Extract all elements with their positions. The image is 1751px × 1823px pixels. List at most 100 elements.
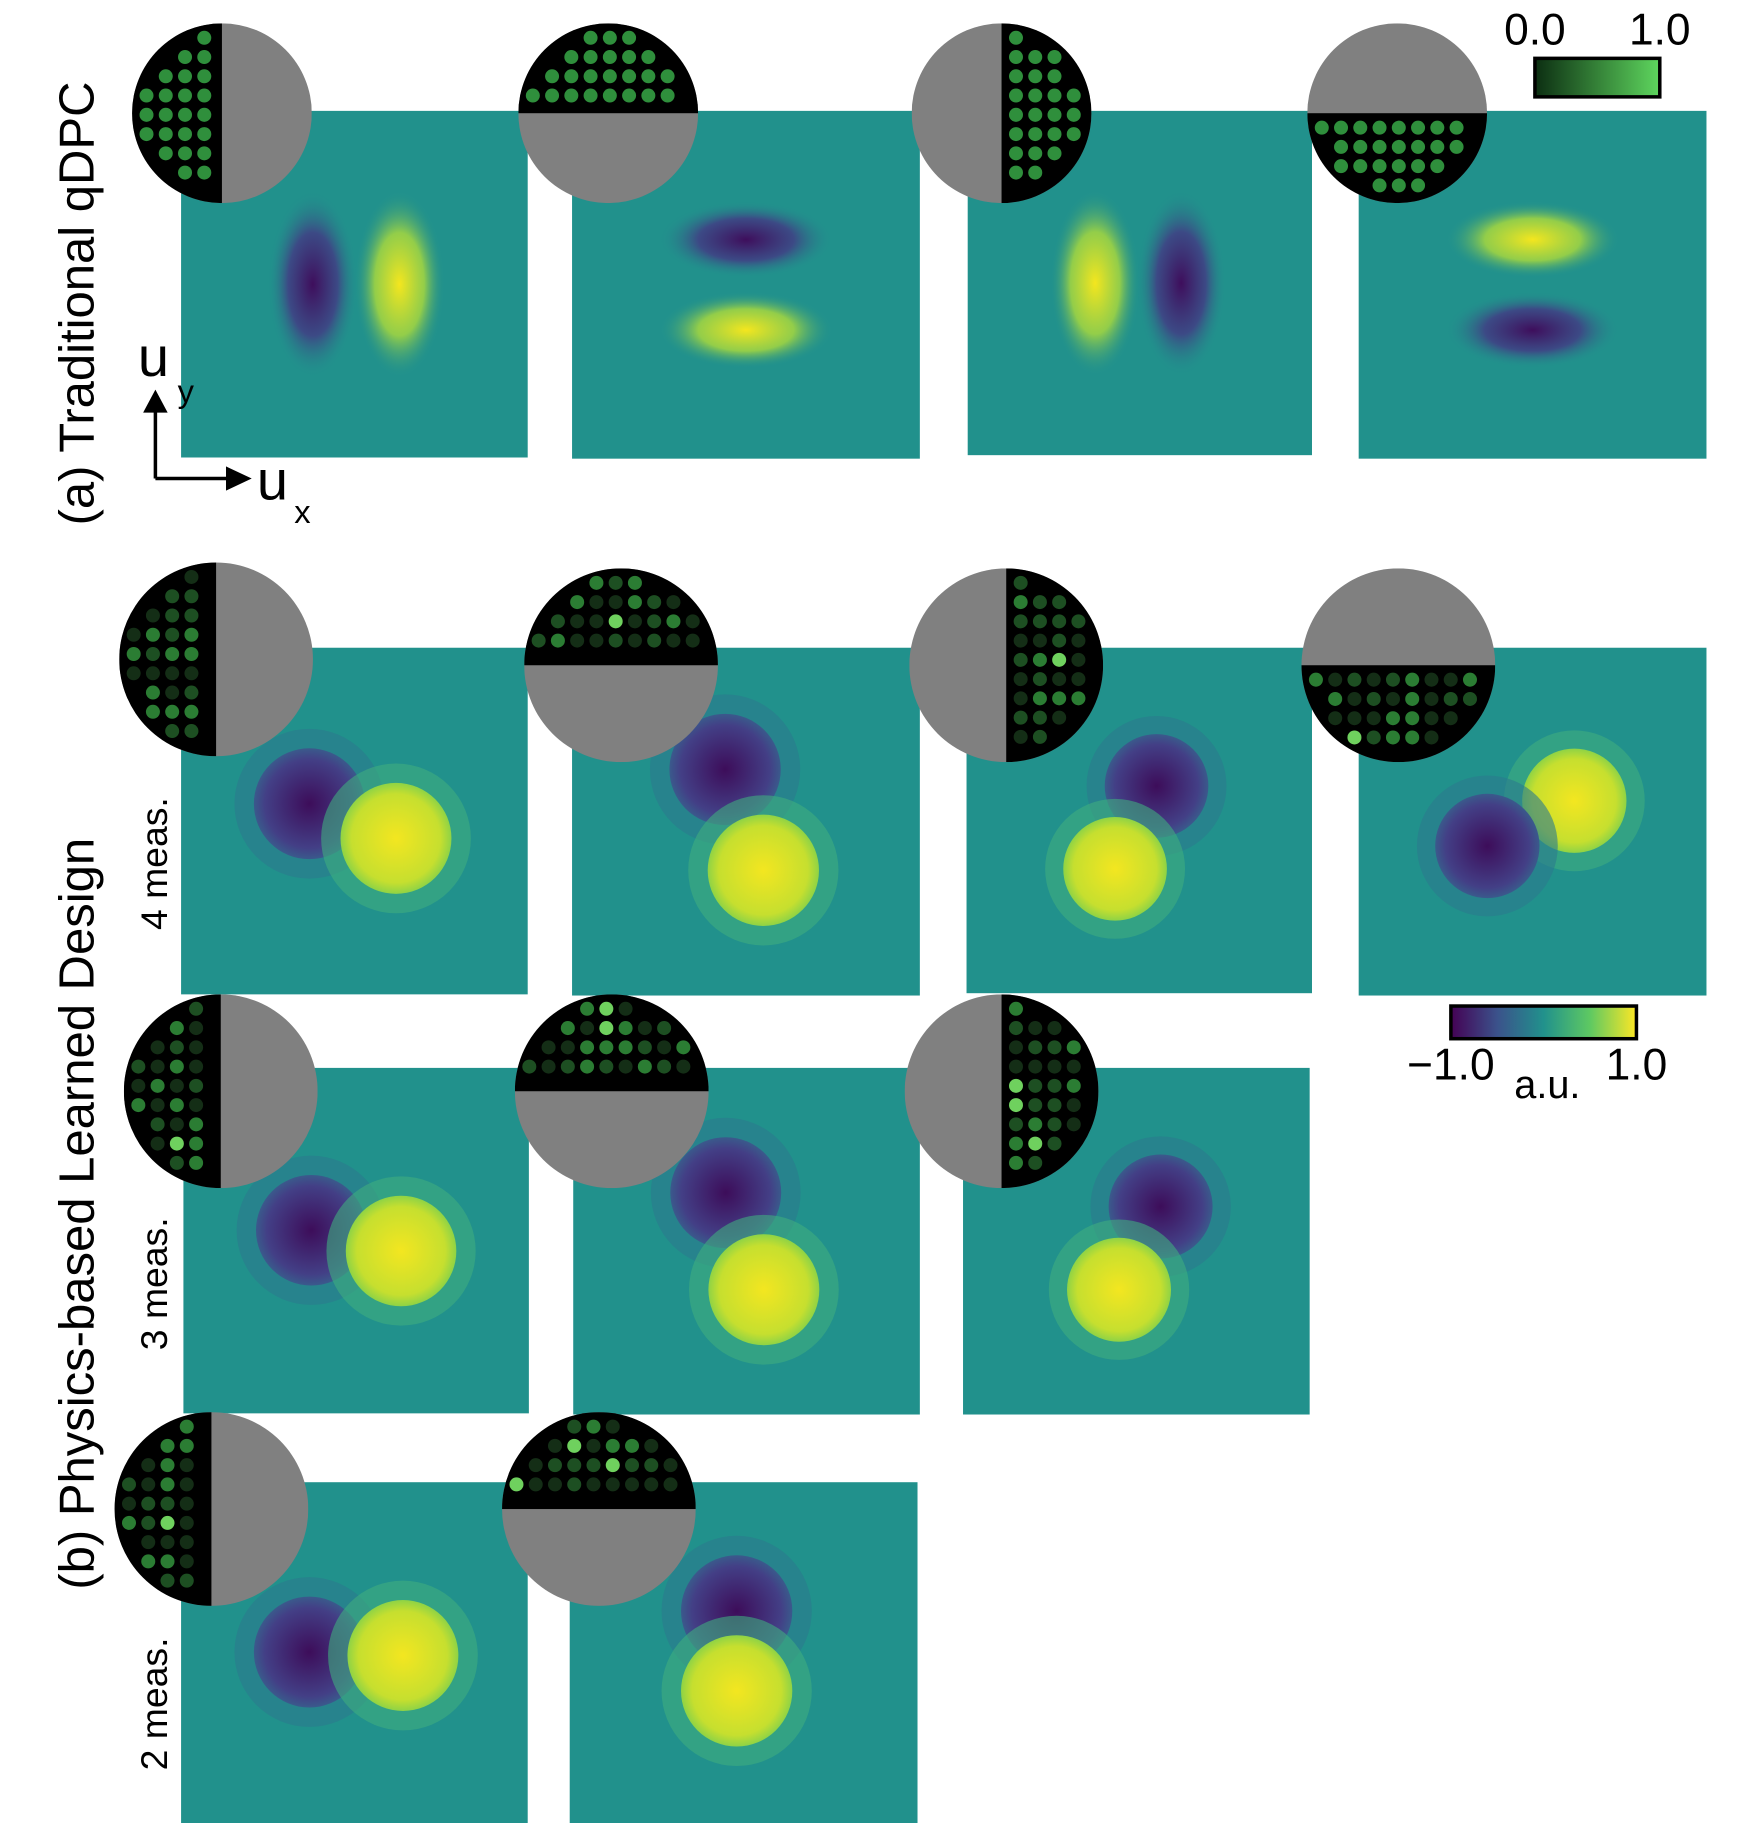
led (169, 1117, 184, 1132)
led (625, 1458, 640, 1473)
led (179, 1554, 194, 1569)
led (1334, 139, 1349, 154)
led (1328, 672, 1343, 687)
led (676, 1040, 691, 1055)
led (1052, 595, 1067, 610)
lobe (707, 814, 819, 926)
led (178, 69, 193, 84)
led (184, 704, 199, 719)
led (685, 614, 700, 629)
colorbar-tick-label: 1.0 (1606, 1041, 1668, 1090)
led (685, 633, 700, 648)
led (160, 1515, 175, 1530)
led (586, 1458, 601, 1473)
led (141, 1458, 156, 1473)
led (184, 627, 199, 642)
led (531, 633, 546, 648)
led (1347, 691, 1362, 706)
led (1071, 672, 1086, 687)
led (178, 127, 193, 142)
led (1047, 1078, 1062, 1093)
led (179, 1496, 194, 1511)
led (150, 1117, 165, 1132)
led (158, 127, 173, 142)
led (567, 1438, 582, 1453)
led (178, 146, 193, 161)
led (165, 724, 180, 739)
led (150, 1098, 165, 1113)
led (150, 1040, 165, 1055)
led (1028, 127, 1043, 142)
led (1424, 730, 1439, 745)
led (541, 1059, 556, 1074)
lobe (267, 190, 358, 378)
led (1372, 139, 1387, 154)
led (1047, 1021, 1062, 1036)
led (1449, 139, 1464, 154)
led (602, 50, 617, 65)
led (641, 69, 656, 84)
transfer-function-panel (1301, 568, 1707, 996)
led (1411, 159, 1426, 174)
led (1462, 672, 1477, 687)
led (1028, 1136, 1043, 1151)
led (522, 1059, 537, 1074)
led (564, 50, 579, 65)
led (1430, 139, 1445, 154)
led (139, 127, 154, 142)
led (1032, 691, 1047, 706)
led (583, 30, 598, 45)
led (1308, 672, 1323, 687)
led (660, 69, 675, 84)
led (1385, 691, 1400, 706)
led (184, 685, 199, 700)
led (121, 1477, 137, 1492)
led (570, 633, 585, 648)
led (1052, 652, 1067, 667)
led (663, 1458, 678, 1473)
led (605, 1458, 620, 1473)
led-pattern (132, 23, 312, 204)
led (605, 1477, 620, 1492)
led (145, 666, 160, 681)
led (1008, 1078, 1023, 1093)
led (1008, 1155, 1023, 1170)
led (657, 1059, 672, 1074)
colorbar-tick-label: −1.0 (1407, 1041, 1495, 1090)
led (1032, 595, 1047, 610)
led-pattern (114, 1412, 309, 1606)
led (599, 1021, 614, 1036)
lobe (1435, 793, 1540, 899)
led (608, 633, 623, 648)
led (644, 1477, 659, 1492)
led (547, 1458, 562, 1473)
led (141, 1477, 156, 1492)
led (160, 1438, 175, 1453)
colorbar-tick-label: 0.0 (1504, 5, 1566, 54)
led (1071, 691, 1086, 706)
led (1028, 146, 1043, 161)
led (637, 1021, 652, 1036)
led (1443, 691, 1458, 706)
led (589, 633, 604, 648)
led (145, 685, 160, 700)
led (145, 647, 160, 662)
led (169, 1040, 184, 1055)
led (197, 50, 212, 65)
led (602, 30, 617, 45)
led (1405, 691, 1420, 706)
led (1443, 711, 1458, 726)
led (618, 1059, 633, 1074)
led (1066, 1078, 1081, 1093)
lobe (1067, 1237, 1172, 1342)
led (160, 1554, 175, 1569)
led-pattern (514, 994, 709, 1189)
led (583, 88, 598, 103)
led (1013, 729, 1028, 744)
led (145, 608, 160, 623)
led (599, 1059, 614, 1074)
led (1047, 50, 1062, 65)
led (165, 627, 180, 642)
led (1028, 107, 1043, 122)
colorbars: 0.0 1.0 −1.0 1.0 a.u. (1407, 5, 1690, 1107)
